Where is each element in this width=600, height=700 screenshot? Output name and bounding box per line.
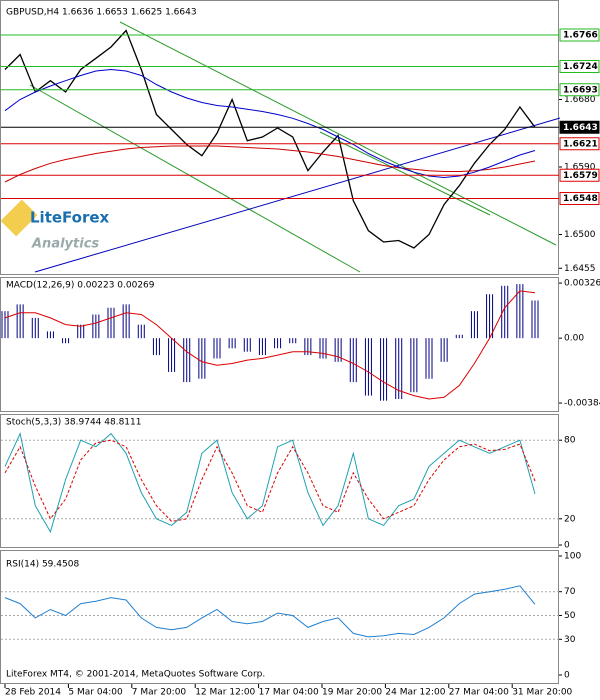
y-tick-label: 20 <box>564 514 576 524</box>
x-tick-label: 24 Mar 12:00 <box>385 688 445 698</box>
x-tick-label: 31 Mar 20:00 <box>512 688 572 698</box>
y-tick-label: 0 <box>564 671 570 681</box>
frame <box>0 414 559 548</box>
y-tick-label: 1.6590 <box>564 163 596 173</box>
level-box <box>559 137 600 151</box>
frame <box>0 0 559 275</box>
y-tick-label: 1.6680 <box>564 95 596 105</box>
series-line <box>4 585 536 638</box>
y-tick-label: -0.00384 <box>564 399 600 409</box>
level-box <box>559 120 600 134</box>
level-box <box>559 192 600 205</box>
x-tick-label: 17 Mar 04:00 <box>259 688 319 698</box>
panel-title: GBPUSD,H4 1.6636 1.6653 1.6625 1.6643 <box>6 8 197 18</box>
y-tick-label: 0.00 <box>564 334 584 344</box>
logo: LiteForex Analytics <box>0 199 110 252</box>
frame <box>0 277 559 412</box>
footer: LiteForex MT4, © 2001-2014, MetaQuotes S… <box>6 670 265 680</box>
y-tick-label: 1.6500 <box>564 230 596 240</box>
x-tick-label: 28 Feb 2014 <box>5 688 61 698</box>
channel-line <box>319 131 491 216</box>
series-line <box>4 432 536 534</box>
level-box <box>559 83 600 97</box>
y-tick-label: 1.6455 <box>564 264 596 274</box>
channel-line <box>29 84 361 273</box>
y-tick-label: 80 <box>564 436 576 446</box>
x-tick-label: 12 Mar 12:00 <box>195 688 255 698</box>
frame <box>0 550 559 684</box>
y-tick-label: 0.00326 <box>564 279 600 289</box>
panel-title: Stoch(5,3,3) 38.9744 48.8111 <box>6 418 141 428</box>
y-tick-label: 100 <box>564 552 581 562</box>
series-line <box>4 29 536 249</box>
level-box <box>559 168 600 182</box>
logo-icon <box>0 199 38 237</box>
x-tick-label: 5 Mar 04:00 <box>68 688 123 698</box>
y-tick-label: 50 <box>564 611 576 621</box>
level-label: 1.6693 <box>563 85 598 95</box>
level-box <box>559 60 600 73</box>
y-tick-label: 30 <box>564 635 576 645</box>
y-tick-label: 70 <box>564 587 576 597</box>
series-line <box>4 439 536 522</box>
series-line <box>4 68 536 179</box>
x-tick-label: 27 Mar 04:00 <box>449 688 509 698</box>
x-tick-label: 19 Mar 20:00 <box>322 688 382 698</box>
panel-frames <box>0 0 559 684</box>
series-line <box>4 290 536 400</box>
level-label: 1.6548 <box>563 194 598 204</box>
y-tick-label: 0 <box>564 541 570 551</box>
panel-title: RSI(14) 59.4508 <box>6 560 79 570</box>
channel-line <box>119 21 557 246</box>
level-box <box>559 28 600 42</box>
series-line <box>4 145 536 183</box>
level-label: 1.6643 <box>563 123 598 133</box>
panel-title: MACD(12,26,9) 0.00223 0.00269 <box>6 281 155 291</box>
x-tick-label: 7 Mar 20:00 <box>132 688 187 698</box>
level-label: 1.6621 <box>563 139 598 149</box>
level-label: 1.6766 <box>563 31 598 41</box>
logo-name: LiteForex <box>30 209 110 227</box>
level-label: 1.6724 <box>563 62 598 72</box>
logo-sub: Analytics <box>31 237 99 252</box>
level-label: 1.6579 <box>563 171 598 181</box>
